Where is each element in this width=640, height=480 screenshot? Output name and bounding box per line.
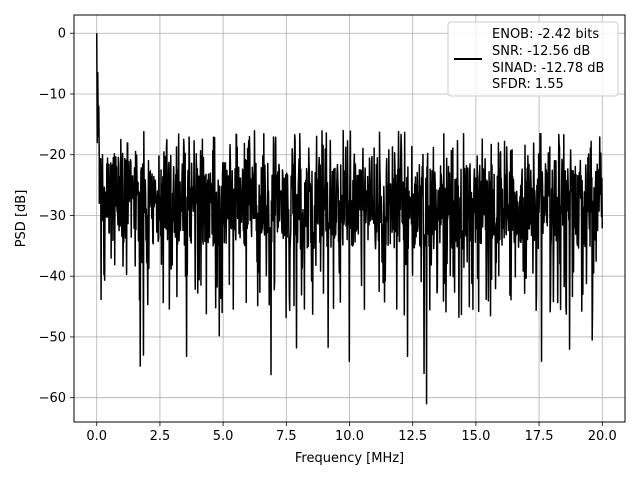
x-axis-label: Frequency [MHz]: [295, 451, 404, 466]
legend-enob: ENOB: -2.42 bits: [492, 27, 599, 42]
y-tick-label: −20: [39, 148, 66, 163]
legend-sinad: SINAD: -12.78 dB: [492, 61, 604, 76]
legend-sfdr: SFDR: 1.55: [492, 77, 564, 92]
y-tick-label: −40: [39, 270, 66, 285]
x-tick-label: 2.5: [150, 429, 171, 444]
y-tick-label: −10: [39, 87, 66, 102]
y-tick-label: 0: [58, 27, 66, 42]
legend-snr: SNR: -12.56 dB: [492, 44, 590, 59]
x-tick-label: 0.0: [86, 429, 107, 444]
x-tick-label: 5.0: [213, 429, 234, 444]
legend-box: [447, 21, 619, 97]
y-axis-label: PSD [dB]: [14, 190, 29, 248]
x-tick-label: 12.5: [398, 429, 427, 444]
y-tick-label: −30: [39, 209, 66, 224]
y-tick-label: −60: [39, 391, 66, 406]
x-tick-label: 20.0: [588, 429, 617, 444]
x-tick-label: 7.5: [276, 429, 297, 444]
x-tick-label: 17.5: [525, 429, 554, 444]
x-tick-label: 10.0: [335, 429, 364, 444]
psd-series-line: [96, 33, 603, 405]
legend: ENOB: -2.42 bits SNR: -12.56 dB SINAD: -…: [447, 21, 619, 97]
plot-area: [96, 33, 603, 405]
y-tick-label: −50: [39, 330, 66, 345]
axis-ticks: 0.0 2.5 5.0 7.5 10.0 12.5 15.0 17.5 20.0 0 −10 −20 −…: [39, 27, 617, 444]
x-tick-label: 15.0: [461, 429, 490, 444]
